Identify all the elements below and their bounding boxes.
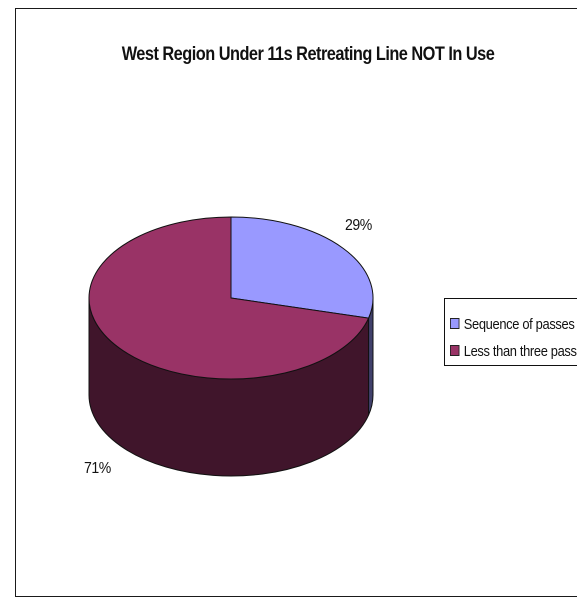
data-label-sequence-of-passes: 29%: [345, 217, 372, 234]
legend-item-less-than-three-passes: Less than three passes: [450, 343, 577, 360]
pie-slice-0: [230, 216, 374, 319]
legend: Sequence of passes Less than three passe…: [444, 298, 577, 366]
legend-label: Less than three passes: [463, 343, 577, 360]
legend-swatch: [450, 345, 460, 356]
data-label-less-than-three-passes: 71%: [84, 460, 111, 477]
chart-area: [15, 8, 577, 597]
pie-slice-1: [88, 216, 370, 380]
legend-item-sequence-of-passes: Sequence of passes: [450, 316, 575, 333]
chart-title: West Region Under 11s Retreating Line NO…: [121, 44, 495, 65]
legend-label: Sequence of passes: [463, 316, 575, 333]
legend-swatch: [450, 318, 460, 329]
